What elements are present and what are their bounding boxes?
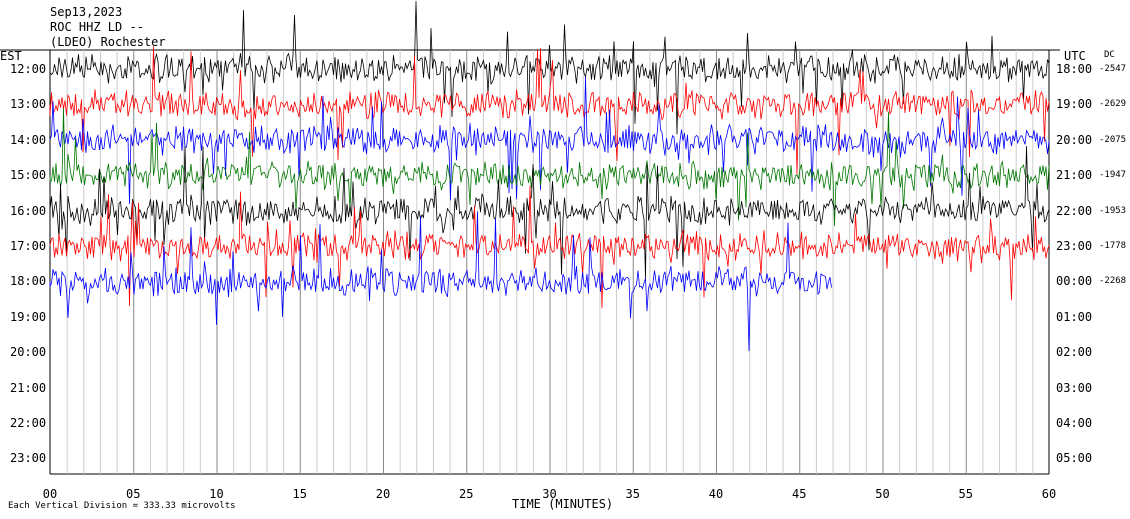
trace-1300 [49,46,1050,175]
est-tick-label: 22:00 [10,416,47,430]
x-tick-label: 45 [792,487,807,501]
trace-1400 [49,76,1050,205]
x-tick-label: 05 [126,487,141,501]
est-tick-label: 16:00 [10,203,47,218]
utc-tick-label: 23:00 [1056,239,1093,253]
x-tick-label: 10 [209,487,224,501]
x-axis-title: TIME (MINUTES) [512,497,614,511]
x-tick-label: 60 [1041,487,1057,501]
dc-value: -2629 [1099,99,1127,110]
dc-value: -2268 [1099,276,1127,287]
utc-tick-label: 18:00 [1056,62,1093,76]
dc-value: -2075 [1099,134,1127,145]
est-tick-label: 21:00 [10,380,47,395]
x-tick-label: 20 [375,487,391,501]
est-tick-label: 15:00 [10,168,47,183]
x-tick-label: 30 [542,487,557,501]
trace-1500 [49,108,1050,227]
trace-1200 [49,1,1050,135]
utc-tick-label: 20:00 [1056,132,1093,147]
utc-tick-label: 21:00 [1056,168,1093,183]
utc-tick-label: 05:00 [1056,451,1093,466]
x-tick-label: 55 [958,487,973,501]
trace-1700 [49,185,1050,309]
dc-axis-label: DC [1104,50,1115,60]
trace-1600 [49,145,1050,279]
utc-tick-label: 00:00 [1056,274,1093,289]
est-tick-label: 17:00 [10,239,47,253]
utc-axis-label: UTC [1064,49,1086,63]
utc-tick-label: 04:00 [1056,416,1093,430]
utc-tick-label: 02:00 [1056,345,1093,360]
utc-tick-label: 22:00 [1056,203,1093,218]
est-tick-label: 18:00 [10,274,47,289]
est-tick-label: 14:00 [10,132,47,147]
scale-note: Each Vertical Division = 333.33 microvol… [8,501,236,511]
est-tick-label: 19:00 [10,309,47,324]
dc-value: -1947 [1099,170,1127,181]
x-tick-label: 35 [625,487,640,501]
x-tick-label: 00 [42,487,58,501]
est-tick-label: 23:00 [10,451,47,466]
x-tick-label: 50 [875,487,890,501]
trace-1800 [49,211,832,352]
utc-tick-label: 03:00 [1056,380,1093,395]
station-label: ROC HHZ LD -- [50,20,144,34]
location-label: (LDEO) Rochester [50,35,166,49]
est-axis-label: EST [0,49,22,63]
est-tick-label: 12:00 [10,62,47,76]
date-label: Sep13,2023 [50,5,123,19]
est-tick-label: 13:00 [10,97,47,112]
dc-value: -2547 [1099,64,1127,74]
x-tick-label: 40 [708,487,724,501]
utc-tick-label: 19:00 [1056,97,1093,112]
x-tick-label: 25 [459,487,474,501]
dc-value: -1778 [1099,241,1127,251]
dc-value: -1953 [1099,205,1127,216]
est-tick-label: 20:00 [10,345,47,360]
utc-tick-label: 01:00 [1056,309,1093,324]
x-tick-label: 15 [292,487,307,501]
